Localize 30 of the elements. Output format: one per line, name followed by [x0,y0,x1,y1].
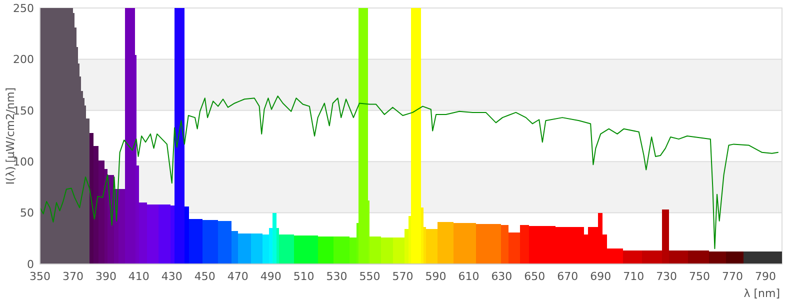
x-tick-label: 370 [62,270,84,283]
x-tick-label: 530 [326,270,348,283]
x-tick-label: 490 [260,270,282,283]
x-tick-label: 730 [656,270,678,283]
x-axis-title: λ [nm] [744,287,780,300]
x-tick-label: 610 [458,270,480,283]
x-tick-label: 630 [491,270,512,283]
y-tick-label: 150 [13,104,34,118]
y-tick-label: 200 [13,53,34,66]
x-tick-label: 690 [590,270,612,283]
x-tick-label: 710 [623,270,644,283]
x-tick-label: 790 [755,270,776,283]
x-tick-label: 450 [194,270,216,283]
line-series [40,96,779,250]
x-tick-label: 350 [30,270,50,283]
y-tick-label: 50 [20,206,34,220]
x-tick-label: 430 [161,270,182,283]
x-tick-label: 770 [722,270,744,283]
x-tick-label: 390 [95,270,116,283]
x-tick-label: 550 [359,270,380,283]
x-tick-label: 590 [425,270,446,283]
y-tick-label: 250 [13,2,34,15]
x-tick-label: 750 [689,270,710,283]
x-tick-label: 410 [128,270,150,283]
x-tick-label: 650 [524,270,546,283]
x-tick-label: 670 [557,270,578,283]
x-tick-label: 510 [293,270,314,283]
y-tick-label: 0 [27,258,34,271]
x-tick-label: 570 [392,270,414,283]
x-tick-label: 470 [227,270,248,283]
